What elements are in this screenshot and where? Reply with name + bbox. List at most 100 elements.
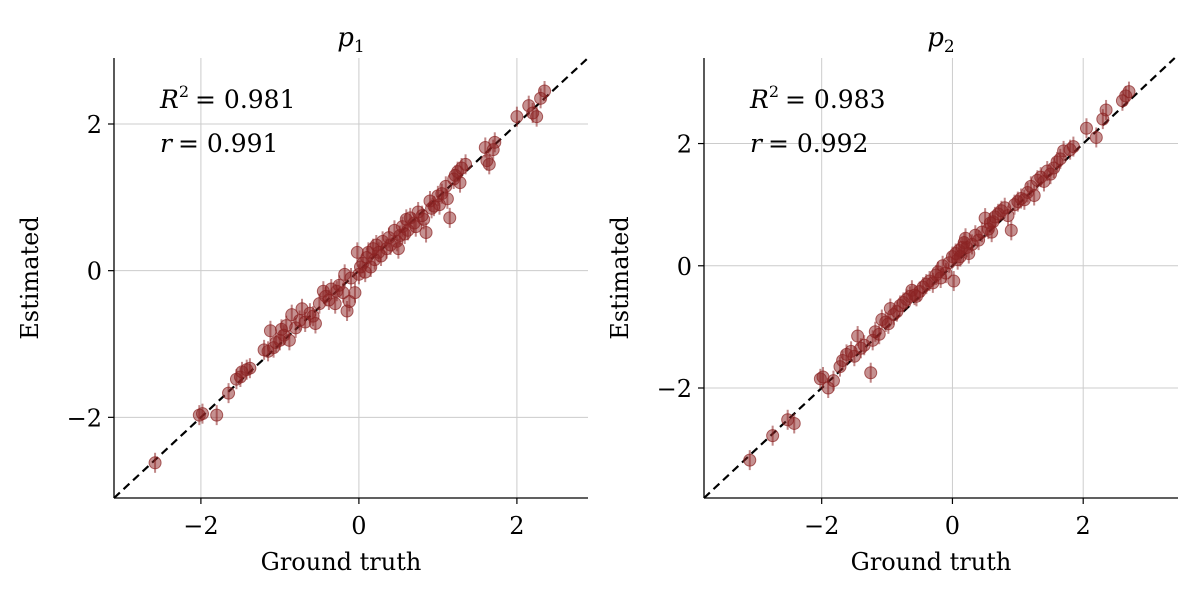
y-tick-label: 0 bbox=[677, 253, 692, 281]
pearson-r-value: = 0.992 bbox=[768, 129, 868, 158]
data-point bbox=[195, 403, 209, 424]
data-point bbox=[743, 450, 757, 471]
r-squared-symbol: R bbox=[749, 85, 769, 114]
data-point bbox=[439, 176, 453, 197]
x-tick-label: 0 bbox=[351, 512, 366, 540]
data-point bbox=[538, 81, 552, 101]
panel-title-subscript: 2 bbox=[944, 37, 955, 57]
data-point bbox=[243, 358, 257, 379]
scatter-marker bbox=[1001, 209, 1015, 223]
scatter-marker bbox=[409, 220, 423, 234]
x-tick-label: −2 bbox=[183, 512, 218, 540]
data-point bbox=[872, 324, 886, 345]
scatter-marker bbox=[391, 242, 405, 256]
y-axis-title: Estimated bbox=[16, 216, 44, 339]
scatter-marker bbox=[1089, 130, 1103, 144]
scatter-marker bbox=[439, 179, 453, 193]
y-tick-label: 0 bbox=[87, 258, 102, 286]
data-point bbox=[409, 216, 423, 237]
data-point bbox=[263, 320, 277, 341]
r-squared-annotation: R2 = 0.981 bbox=[159, 82, 295, 114]
scatter-marker bbox=[222, 386, 236, 400]
data-point bbox=[530, 106, 544, 127]
r-squared-superscript: 2 bbox=[769, 82, 779, 101]
scatter-marker bbox=[210, 408, 224, 422]
scatter-marker bbox=[243, 361, 257, 375]
scatter-marker bbox=[1027, 189, 1041, 202]
r-squared-superscript: 2 bbox=[179, 82, 189, 101]
y-tick-label: 2 bbox=[677, 131, 692, 159]
scatter-marker bbox=[148, 456, 162, 470]
data-point bbox=[417, 209, 431, 230]
r-squared-value: = 0.983 bbox=[785, 85, 885, 114]
data-point bbox=[947, 271, 961, 292]
data-point bbox=[419, 222, 433, 243]
scatter-marker bbox=[787, 416, 801, 430]
y-tick-label: −2 bbox=[657, 375, 692, 403]
pearson-r-symbol: r bbox=[160, 129, 174, 158]
data-point bbox=[766, 425, 780, 446]
data-point bbox=[1027, 185, 1041, 206]
x-axis-title: Ground truth bbox=[851, 548, 1012, 576]
scatter-marker bbox=[743, 453, 757, 467]
scatter-marker bbox=[263, 324, 277, 338]
data-point bbox=[826, 370, 840, 391]
data-point bbox=[864, 362, 878, 383]
data-point bbox=[222, 383, 236, 404]
data-point bbox=[881, 313, 895, 334]
scatter-marker bbox=[419, 226, 433, 240]
scatter-marker bbox=[510, 110, 524, 124]
data-point bbox=[482, 154, 496, 175]
scatter-marker bbox=[766, 429, 780, 443]
scatter-marker bbox=[872, 327, 886, 341]
identity-line bbox=[113, 57, 589, 499]
x-tick-label: 2 bbox=[509, 512, 524, 540]
r-squared-annotation: R2 = 0.983 bbox=[749, 82, 885, 114]
y-tick-label: −2 bbox=[67, 404, 102, 432]
scatter-marker bbox=[417, 212, 431, 226]
x-tick-label: 2 bbox=[1076, 512, 1091, 540]
pearson-r-annotation: r = 0.991 bbox=[160, 129, 278, 158]
scatter-marker bbox=[195, 407, 209, 421]
scatter-marker bbox=[488, 135, 502, 149]
data-point bbox=[787, 413, 801, 434]
scatter-marker bbox=[328, 297, 342, 311]
r-squared-symbol: R bbox=[159, 85, 179, 114]
scatter-marker bbox=[826, 374, 840, 388]
scatter-marker bbox=[1079, 121, 1093, 135]
scatter-marker bbox=[530, 110, 544, 124]
data-point bbox=[459, 154, 473, 175]
data-point bbox=[440, 188, 454, 209]
y-tick-label: 2 bbox=[87, 111, 102, 139]
scatter-marker bbox=[1004, 223, 1018, 237]
data-points bbox=[148, 81, 552, 473]
scatter-marker bbox=[453, 176, 467, 190]
data-points bbox=[743, 81, 1136, 471]
data-point bbox=[282, 330, 296, 351]
scatter-marker bbox=[1099, 103, 1113, 117]
data-point bbox=[210, 405, 224, 426]
data-point bbox=[1089, 127, 1103, 148]
data-point bbox=[348, 282, 362, 303]
scatter-marker bbox=[1066, 140, 1080, 154]
scatter-marker bbox=[308, 316, 322, 330]
x-axis-title: Ground truth bbox=[261, 548, 422, 576]
pearson-r-symbol: r bbox=[750, 129, 764, 158]
data-point bbox=[328, 293, 342, 314]
panel-title-main: p bbox=[337, 23, 354, 53]
x-tick-label: −2 bbox=[804, 512, 839, 540]
data-point bbox=[1004, 220, 1018, 241]
panel-title: p2 bbox=[927, 23, 954, 57]
pearson-r-annotation: r = 0.992 bbox=[750, 129, 868, 158]
data-point bbox=[1001, 205, 1015, 226]
scatter-marker bbox=[443, 211, 457, 225]
panel-title: p1 bbox=[337, 23, 364, 57]
pearson-r-value: = 0.991 bbox=[178, 129, 278, 158]
data-point bbox=[336, 282, 350, 303]
data-point bbox=[453, 172, 467, 193]
r-squared-value: = 0.981 bbox=[195, 85, 295, 114]
scatter-marker bbox=[282, 333, 296, 347]
panel-title-subscript: 1 bbox=[354, 37, 365, 57]
